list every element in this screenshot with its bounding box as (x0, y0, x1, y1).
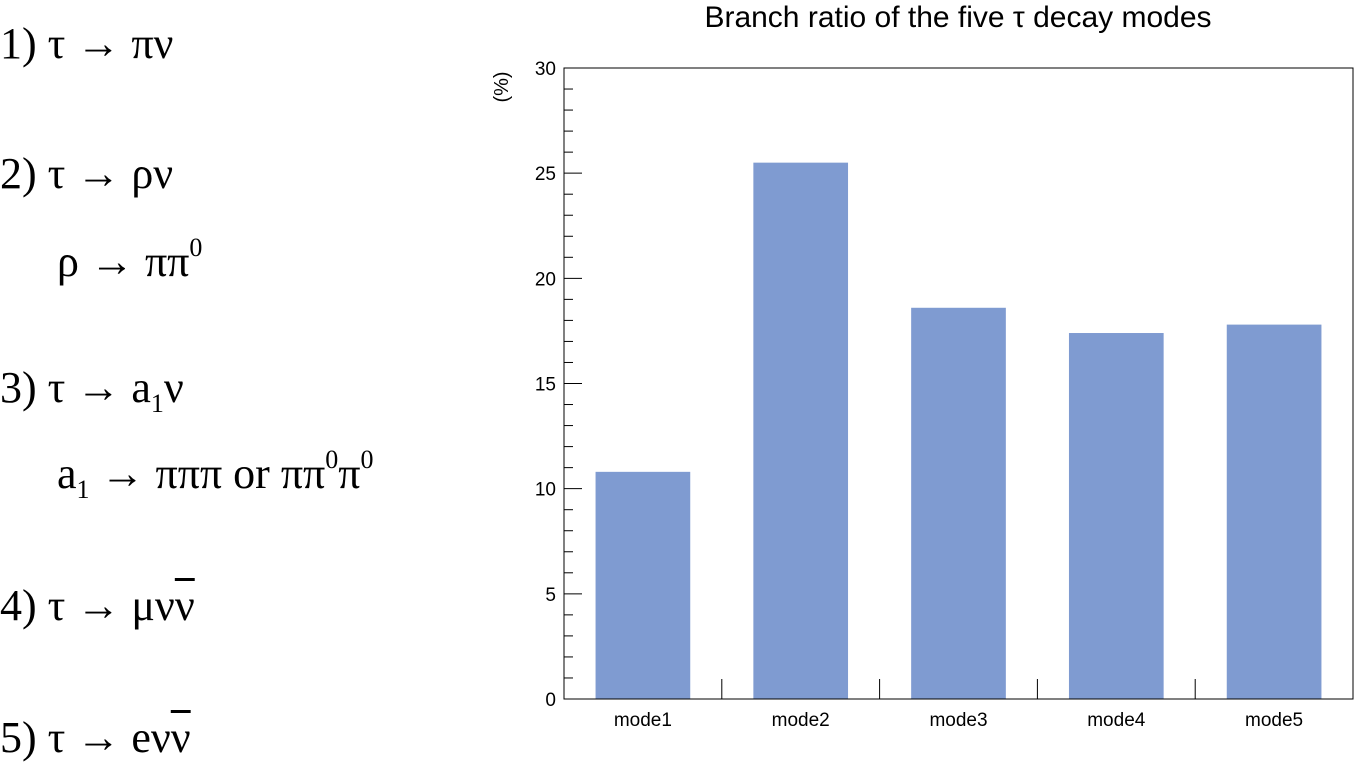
decay-line-3: ρ → ππ0 (57, 235, 202, 286)
decay-line-segment: 3) τ → a (0, 363, 151, 412)
y-tick-label: 5 (545, 585, 556, 606)
decay-line-segment: ν (163, 363, 184, 412)
y-tick-label: 15 (535, 375, 556, 396)
x-tick-label: mode1 (614, 710, 672, 731)
branch-ratio-chart: Branch ratio of the five τ decay modes (… (491, 1, 1354, 731)
decay-line-7: 5) τ → eνν (0, 716, 191, 760)
decay-line-2: 2) τ → ρν (0, 152, 173, 196)
y-tick-label: 20 (535, 269, 556, 290)
decay-line-segment: 0 (325, 445, 339, 474)
y-tick-label: 10 (535, 480, 556, 501)
x-axis: mode1 mode2 mode3 mode4 mode5 (614, 679, 1303, 731)
decay-line-segment: 4) τ → μν (0, 581, 175, 630)
y-axis-label: (%) (491, 71, 513, 102)
y-tick-label: 0 (545, 690, 556, 711)
bar-mode1 (595, 471, 691, 699)
decay-line-segment: 0 (189, 233, 203, 262)
decay-line-4: 3) τ → a1ν (0, 363, 184, 417)
y-axis: 0 5 10 15 20 25 30 (535, 59, 582, 711)
bar-mode2 (753, 162, 849, 699)
y-tick-label: 30 (535, 59, 556, 80)
bar-mode3 (911, 307, 1006, 699)
x-tick-label: mode4 (1087, 710, 1146, 731)
decay-line-segment: 5) τ → eν (0, 713, 171, 762)
bars-layer (595, 162, 1322, 699)
decay-line-6: 4) τ → μνν (0, 584, 195, 628)
decay-line-segment: 1) τ → πν (0, 19, 174, 68)
decay-line-segment: a (57, 449, 77, 498)
decay-line-1: 1) τ → πν (0, 22, 173, 66)
decay-line-segment: ν (170, 713, 191, 762)
decay-line-segment: ν (174, 581, 195, 630)
bar-mode5 (1226, 324, 1322, 699)
decay-line-segment: → πππ or ππ (89, 449, 326, 498)
decay-line-segment: ρ → ππ (57, 237, 190, 286)
decay-modes-panel: 1) τ → πν 2) τ → ρν ρ → ππ0 3) τ → a1ν a1 → … (0, 0, 470, 760)
bar-mode4 (1068, 333, 1164, 699)
decay-line-5: a1 → πππ or ππ0π0 (57, 447, 373, 503)
decay-line-segment: 1 (76, 475, 90, 504)
x-tick-label: mode3 (929, 710, 987, 731)
decay-line-segment: 1 (150, 389, 164, 418)
decay-line-segment: 2) τ → ρν (0, 149, 174, 198)
chart-title: Branch ratio of the five τ decay modes (704, 1, 1211, 34)
x-tick-label: mode2 (772, 710, 830, 731)
decay-line-segment: π (338, 449, 361, 498)
decay-line-segment: 0 (360, 445, 374, 474)
x-tick-label: mode5 (1245, 710, 1303, 731)
y-tick-label: 25 (535, 164, 556, 185)
